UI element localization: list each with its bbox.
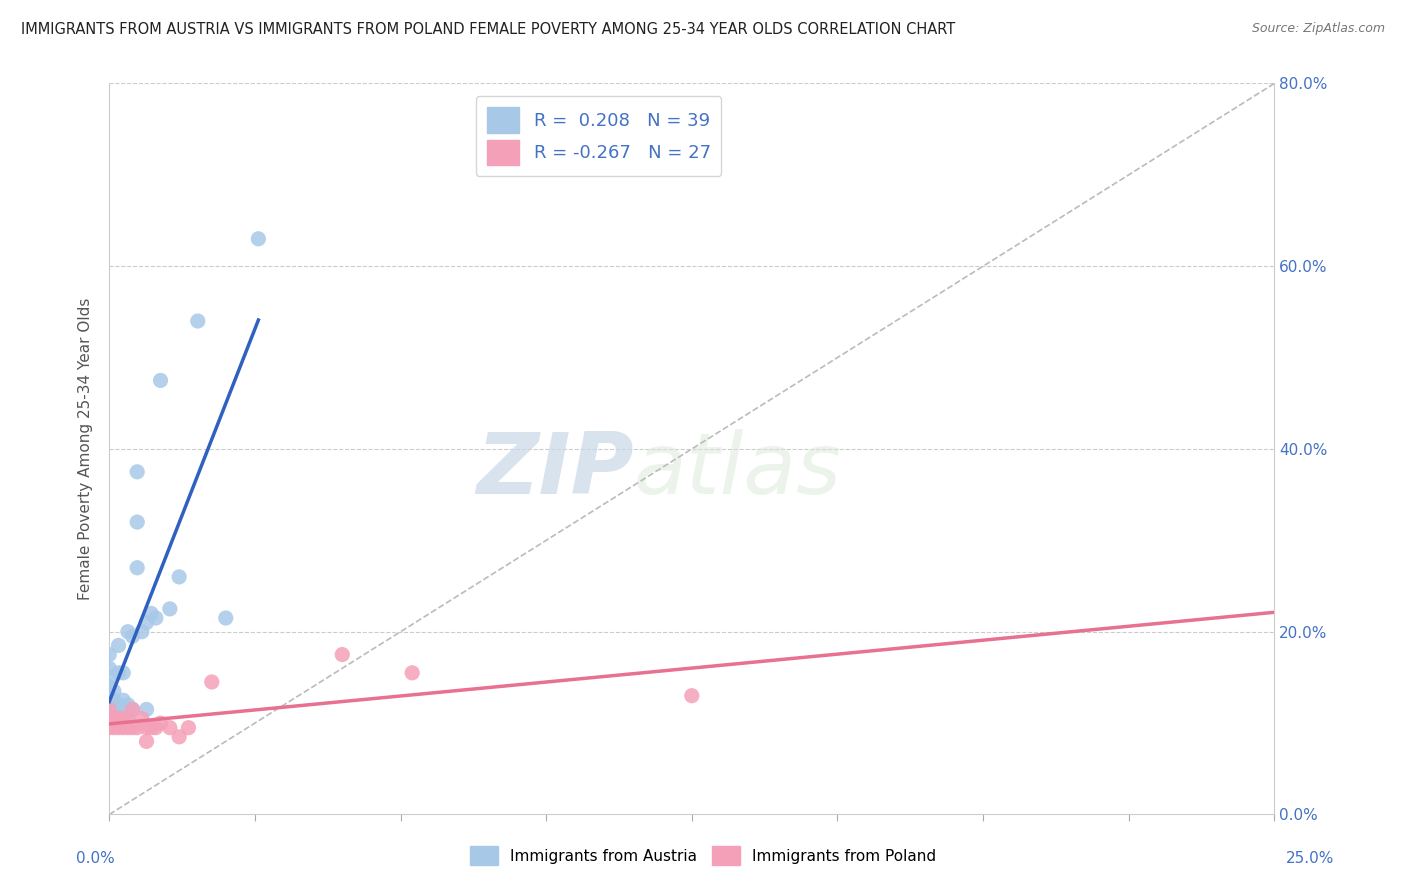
Point: [103, 712, 125, 726]
Point: [112, 693, 135, 707]
Point: [330, 648, 353, 662]
Point: [159, 602, 181, 616]
Point: [145, 721, 167, 735]
Text: IMMIGRANTS FROM AUSTRIA VS IMMIGRANTS FROM POLAND FEMALE POVERTY AMONG 25-34 YEA: IMMIGRANTS FROM AUSTRIA VS IMMIGRANTS FR…: [21, 22, 955, 37]
Point: [98, 702, 121, 716]
Point: [98, 702, 121, 716]
Point: [103, 684, 125, 698]
Text: 0.0%: 0.0%: [76, 851, 115, 865]
Point: [112, 712, 135, 726]
Point: [201, 675, 224, 690]
Point: [107, 665, 129, 680]
Text: Source: ZipAtlas.com: Source: ZipAtlas.com: [1251, 22, 1385, 36]
Point: [117, 624, 139, 639]
Point: [107, 698, 129, 712]
Text: 25.0%: 25.0%: [1286, 851, 1334, 865]
Point: [107, 639, 129, 653]
Legend: Immigrants from Austria, Immigrants from Poland: Immigrants from Austria, Immigrants from…: [464, 840, 942, 871]
Point: [127, 721, 149, 735]
Point: [127, 560, 149, 574]
Point: [149, 716, 172, 731]
Point: [149, 373, 172, 387]
Point: [103, 702, 125, 716]
Point: [117, 698, 139, 712]
Point: [121, 702, 143, 716]
Legend: R =  0.208   N = 39, R = -0.267   N = 27: R = 0.208 N = 39, R = -0.267 N = 27: [475, 96, 721, 176]
Point: [141, 721, 163, 735]
Point: [121, 629, 143, 643]
Point: [98, 712, 121, 726]
Point: [141, 607, 163, 621]
Text: ZIP: ZIP: [475, 429, 634, 512]
Point: [145, 611, 167, 625]
Point: [103, 712, 125, 726]
Text: atlas: atlas: [634, 429, 842, 512]
Point: [98, 706, 121, 721]
Point: [401, 665, 423, 680]
Point: [131, 712, 153, 726]
Point: [215, 611, 238, 625]
Point: [98, 670, 121, 684]
Point: [177, 721, 200, 735]
Point: [98, 680, 121, 694]
Point: [167, 730, 190, 744]
Point: [103, 721, 125, 735]
Point: [187, 314, 209, 328]
Point: [135, 702, 157, 716]
Point: [107, 712, 129, 726]
Point: [247, 232, 270, 246]
Point: [103, 693, 125, 707]
Point: [98, 698, 121, 712]
Point: [121, 721, 143, 735]
Point: [135, 721, 157, 735]
Y-axis label: Female Poverty Among 25-34 Year Olds: Female Poverty Among 25-34 Year Olds: [79, 298, 93, 600]
Point: [131, 624, 153, 639]
Point: [107, 706, 129, 721]
Point: [127, 515, 149, 529]
Point: [112, 721, 135, 735]
Point: [98, 712, 121, 726]
Point: [117, 706, 139, 721]
Point: [98, 689, 121, 703]
Point: [681, 689, 703, 703]
Point: [107, 721, 129, 735]
Point: [135, 734, 157, 748]
Point: [167, 570, 190, 584]
Point: [112, 665, 135, 680]
Point: [112, 702, 135, 716]
Point: [159, 721, 181, 735]
Point: [127, 465, 149, 479]
Point: [98, 721, 121, 735]
Point: [121, 702, 143, 716]
Point: [98, 661, 121, 675]
Point: [117, 721, 139, 735]
Point: [135, 615, 157, 630]
Point: [98, 648, 121, 662]
Point: [117, 712, 139, 726]
